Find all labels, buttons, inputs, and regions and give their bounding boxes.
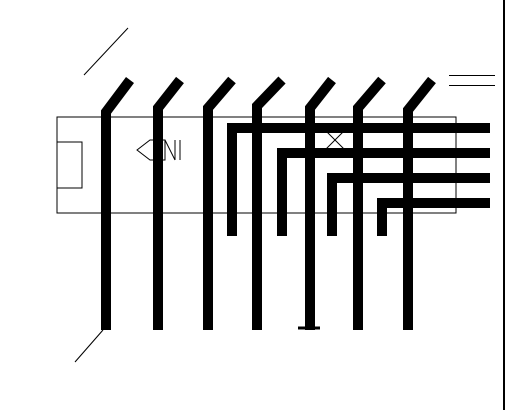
trace-2 — [153, 76, 184, 330]
trace-h3 — [327, 173, 490, 236]
window-edge — [506, 0, 509, 410]
trace-h4 — [377, 198, 490, 236]
coord-row — [449, 38, 495, 47]
trace-6 — [353, 76, 386, 330]
layer-indicator — [449, 75, 495, 86]
coord-row — [449, 47, 495, 56]
coord-row — [449, 56, 495, 65]
trace-3 — [203, 76, 236, 330]
trace-4 — [252, 76, 286, 330]
trace-5 — [305, 76, 336, 330]
window-border — [503, 0, 505, 410]
coord-row — [449, 65, 495, 74]
copper-traces[interactable] — [101, 76, 490, 330]
dimension-leader-line — [83, 27, 129, 76]
trace-h2 — [277, 148, 490, 236]
trace-1 — [101, 77, 134, 330]
trace-7 — [403, 76, 436, 330]
width-leader-line — [74, 329, 104, 363]
coordinate-panel — [449, 38, 495, 90]
trace-h1 — [227, 123, 490, 236]
